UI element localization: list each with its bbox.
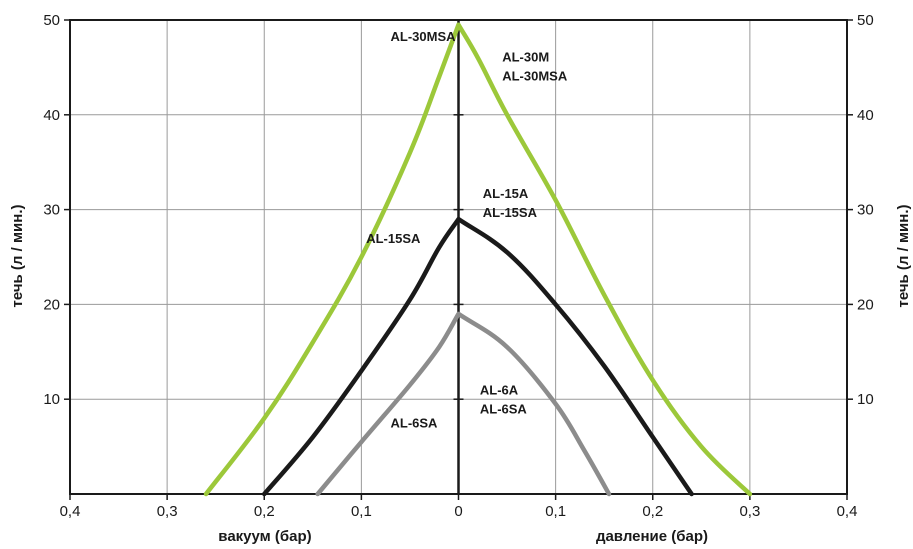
x-tick-label: 0,4 <box>60 503 81 520</box>
x-tick-label: 0,1 <box>351 503 372 520</box>
x-tick-label: 0,4 <box>837 503 858 520</box>
x-tick-label: 0,3 <box>157 503 178 520</box>
series-annotation: AL-6A <box>480 382 519 397</box>
series-line-2 <box>262 216 694 497</box>
y-tick-label-right: 10 <box>857 391 874 408</box>
series-annotation: AL-15A <box>483 186 529 201</box>
series-annotation: AL-15SA <box>366 231 421 246</box>
series-line-1 <box>203 22 753 497</box>
y-tick-label-left: 50 <box>43 12 60 29</box>
x-axis-title-left: вакуум (бар) <box>218 528 311 545</box>
y-tick-label-right: 30 <box>857 202 874 219</box>
series-annotation: AL-15SA <box>483 205 538 220</box>
x-tick-label: 0,2 <box>642 503 663 520</box>
y-tick-label-right: 20 <box>857 296 874 313</box>
y-tick-label-left: 20 <box>43 296 60 313</box>
y-tick-label-left: 30 <box>43 202 60 219</box>
x-tick-labels: 0,4 0,3 0,2 0,1 0 0,1 0,2 0,3 0,4 <box>60 503 858 520</box>
series-annotation: AL-30M <box>502 50 549 65</box>
x-axis-title-right: давление (бар) <box>596 528 708 545</box>
series-annotation: AL-6SA <box>391 416 439 431</box>
series-annotation: AL-6SA <box>480 401 528 416</box>
x-tick-label: 0,1 <box>545 503 566 520</box>
x-tick-label: 0 <box>454 503 462 520</box>
y-tick-label-left: 10 <box>43 391 60 408</box>
series-group <box>203 22 753 497</box>
center-zero-axis <box>453 20 464 494</box>
y-tick-label-right: 50 <box>857 12 874 29</box>
x-tick-label: 0,2 <box>254 503 275 520</box>
y-tick-labels-left: 10 20 30 40 50 <box>43 12 60 408</box>
y-axis-title-left: течь (л / мин.) <box>9 205 26 308</box>
series-annotation: AL-30MSA <box>502 69 568 84</box>
y-tick-labels-right: 10 20 30 40 50 <box>857 12 874 408</box>
series-annotation: AL-30MSA <box>391 29 457 44</box>
x-tick-label: 0,3 <box>739 503 760 520</box>
y-axis-title-right: течь (л / мин.) <box>895 205 912 308</box>
series-line-3 <box>315 311 612 497</box>
y-tick-label-right: 40 <box>857 107 874 124</box>
y-tick-label-left: 40 <box>43 107 60 124</box>
series-annotations: AL-30MSA AL-30M AL-30MSA AL-15A AL-15SA AL-15… <box>366 29 568 431</box>
